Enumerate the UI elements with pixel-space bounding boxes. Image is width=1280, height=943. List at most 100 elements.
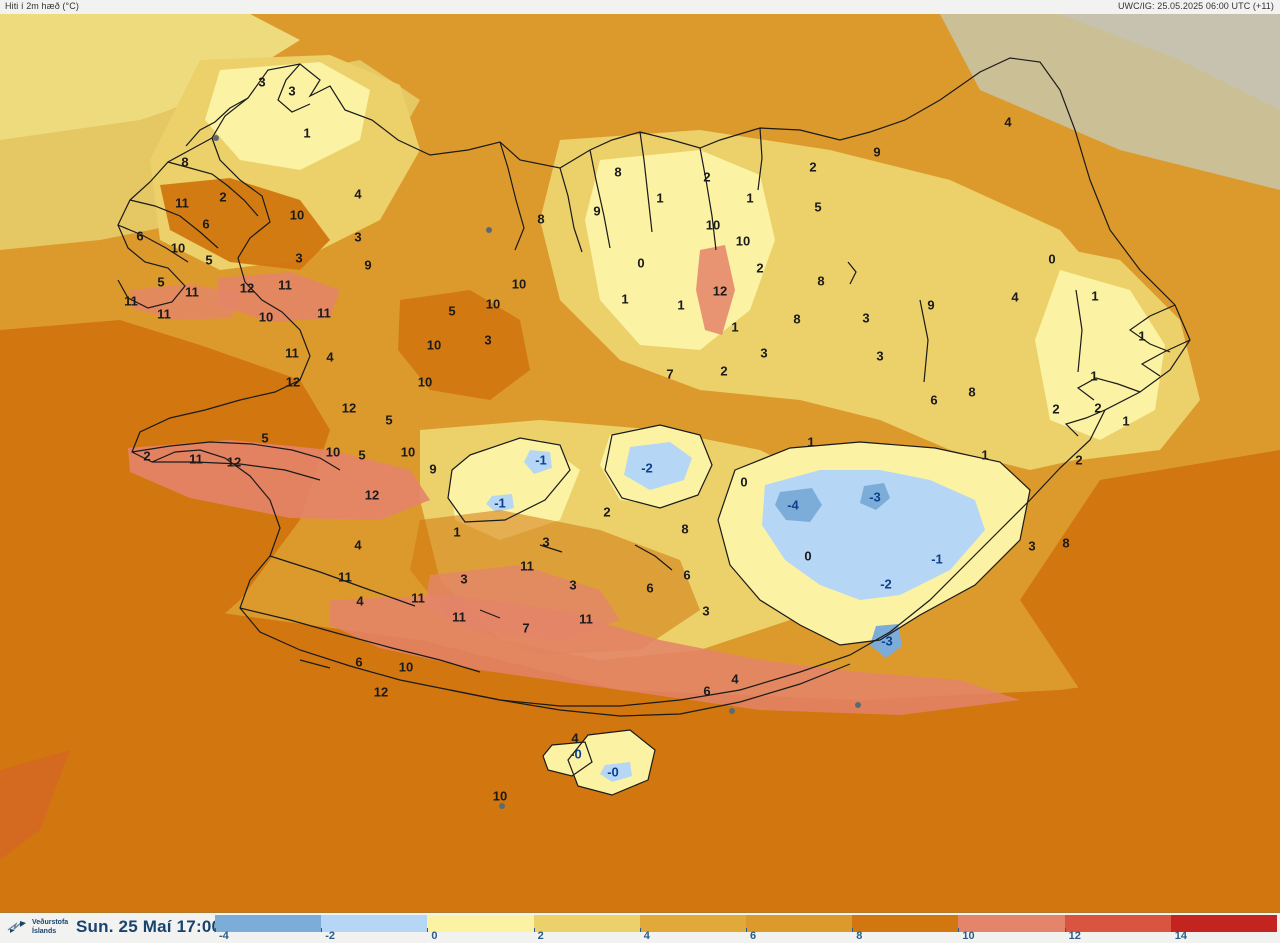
temperature-label: 3 <box>876 348 884 364</box>
temperature-label: 12 <box>285 374 301 390</box>
temperature-label: 2 <box>720 363 728 379</box>
temperature-label: 1 <box>1122 413 1130 429</box>
temperature-label: 2 <box>219 189 227 205</box>
temperature-label: 10 <box>426 337 442 353</box>
temperature-label: 3 <box>542 534 550 550</box>
temperature-label: 3 <box>702 603 710 619</box>
temperature-label: 11 <box>124 293 138 309</box>
temperature-label: 1 <box>656 190 664 206</box>
map-header: Hiti í 2m hæð (°C) UWC/IG: 25.05.2025 06… <box>0 0 1280 14</box>
temperature-label: 4 <box>354 537 362 553</box>
legend-tick-label: 12 <box>1068 930 1081 942</box>
legend-tick-label: 14 <box>1174 930 1188 942</box>
legend-swatch <box>533 915 640 932</box>
glacier-vatna-cold-b <box>860 483 890 510</box>
vedurstofa-logo[interactable]: Veðurstofa Íslands <box>6 917 84 939</box>
temperature-label: 1 <box>731 319 739 335</box>
field-band-8-10-ridge-n <box>398 290 530 400</box>
temperature-label: 1 <box>1091 288 1099 304</box>
temperature-label: 1 <box>677 297 685 313</box>
temperature-label: 10 <box>258 309 274 325</box>
temperature-label: 6 <box>355 654 363 670</box>
legend-swatch <box>958 915 1065 932</box>
legend-tick-mark <box>427 928 429 932</box>
legend-tick-label: 8 <box>856 930 863 942</box>
temperature-label: 5 <box>205 252 213 268</box>
temperature-label: 6 <box>202 216 210 232</box>
temperature-label: 3 <box>1028 538 1036 554</box>
color-legend-ticks: -4 -2 0 2 4 6 8 10 12 14 <box>215 928 1277 942</box>
temperature-label: 5 <box>448 303 456 319</box>
legend-swatch <box>215 915 322 932</box>
temperature-label: 10 <box>400 444 416 460</box>
temperature-label: 4 <box>731 671 739 687</box>
temperature-label: -2 <box>880 576 892 592</box>
temperature-label: 6 <box>136 228 144 244</box>
temperature-label: -2 <box>641 460 653 476</box>
temperature-label: 8 <box>968 384 976 400</box>
temperature-map[interactable]: 3 3 1 8 2 11 6 10 6 10 5 3 5 11 11 12 11 11 10 11 11 4 12 12 5 2 1… <box>0 0 1280 912</box>
glacier-myrdals-core <box>600 762 632 782</box>
legend-tick-label: 6 <box>750 930 757 942</box>
temperature-label: 9 <box>593 203 601 219</box>
legend-tick-label: -4 <box>219 930 229 942</box>
glacier-langjokull-core2 <box>486 494 514 512</box>
temperature-label: 2 <box>1094 400 1102 416</box>
temperature-label: 4 <box>354 186 362 202</box>
temperature-label: 0 <box>740 474 748 490</box>
temperature-label: 0 <box>637 255 645 271</box>
temperature-label: 1 <box>1090 368 1098 384</box>
legend-tick-mark <box>958 928 960 932</box>
temperature-label: 3 <box>288 83 296 99</box>
temperature-label: 2 <box>703 169 711 185</box>
temperature-label: 9 <box>873 144 881 160</box>
temperature-label: 7 <box>666 366 674 382</box>
field-band-10-12-sw <box>128 440 430 520</box>
temperature-label: -1 <box>494 495 506 511</box>
temperature-label: 12 <box>239 280 255 296</box>
legend-tick-label: 4 <box>643 930 650 942</box>
legend-tick-label: 10 <box>962 930 975 942</box>
temperature-label: 1 <box>807 434 815 450</box>
temperature-label: -3 <box>869 489 881 505</box>
temperature-label: 4 <box>1011 289 1019 305</box>
temperature-label: 10 <box>289 207 305 223</box>
field-band-8-10-east <box>1020 450 1280 700</box>
legend-swatch <box>745 915 853 932</box>
field-band-8-10-ridge-nw <box>160 178 330 270</box>
model-run-info: UWC/IG: 25.05.2025 06:00 UTC (+11) <box>1117 1 1274 11</box>
temperature-label: 11 <box>285 345 299 361</box>
temperature-label: 3 <box>484 332 492 348</box>
temperature-label: 4 <box>356 593 364 609</box>
temperature-label: 10 <box>485 296 501 312</box>
temperature-label: 3 <box>295 250 303 266</box>
temperature-label: 8 <box>1062 535 1070 551</box>
temperature-label: 3 <box>760 345 768 361</box>
temperature-label: -1 <box>931 551 943 567</box>
temperature-label: 12 <box>341 400 357 416</box>
legend-tick-mark <box>321 928 323 932</box>
valid-time-label: Sun. 25 Maí 17:00 <box>76 917 222 936</box>
logo-line-2: Íslands <box>32 927 57 935</box>
legend-swatch <box>321 915 428 932</box>
temperature-label: 8 <box>614 164 622 180</box>
legend-swatch <box>1170 915 1277 932</box>
color-legend[interactable] <box>215 915 1277 932</box>
temperature-label: 3 <box>258 74 266 90</box>
temperature-label: 6 <box>703 683 711 699</box>
temperature-label: 1 <box>746 190 754 206</box>
temperature-label: 6 <box>930 392 938 408</box>
temperature-label: 1 <box>981 447 989 463</box>
temperature-label: 4 <box>326 349 334 365</box>
field-band-10-12-sw3 <box>130 284 240 320</box>
glacier-hofsjokull-core <box>624 442 692 490</box>
temperature-label: 11 <box>157 306 171 322</box>
temperature-label: -0 <box>570 746 582 762</box>
temperature-label: 5 <box>157 274 165 290</box>
temperature-label: 10 <box>417 374 433 390</box>
temperature-label: 8 <box>793 311 801 327</box>
legend-tick-mark <box>746 928 747 932</box>
temperature-field-svg <box>0 14 1280 912</box>
temperature-label: 12 <box>364 487 380 503</box>
